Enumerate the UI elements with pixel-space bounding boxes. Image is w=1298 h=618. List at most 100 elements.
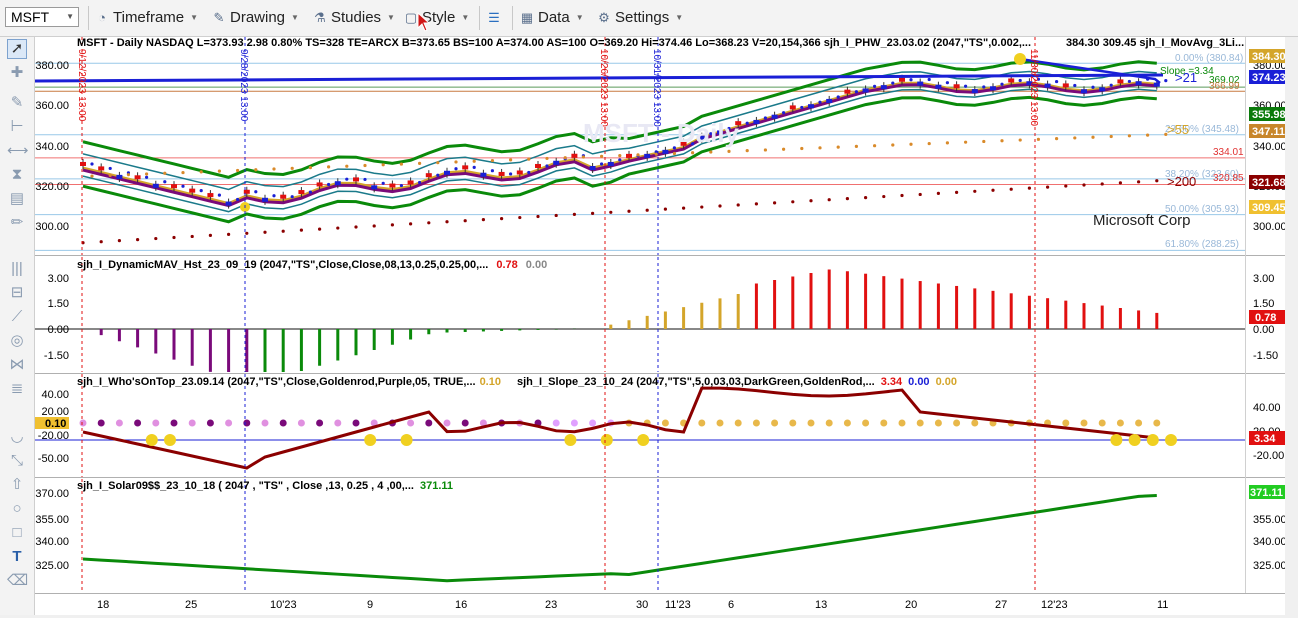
- ellipse-icon[interactable]: ○: [12, 500, 22, 517]
- style-menu[interactable]: ▢ Style ▼: [403, 8, 469, 28]
- trend-line: [35, 73, 1164, 83]
- ma55-dot: [254, 168, 258, 172]
- candle-body: [808, 104, 814, 109]
- chart-watermark: MSFT - Daily: [583, 118, 740, 148]
- ma55-dot: [163, 171, 167, 175]
- arrows-icon[interactable]: ⟷: [7, 142, 29, 159]
- ma200-dot: [518, 215, 522, 220]
- ma200-dot: [245, 231, 249, 235]
- hist-right-axis: 3.00 1.50 0.00 -1.50: [1253, 273, 1278, 362]
- ma55-dot: [927, 141, 931, 146]
- who-dot: [916, 419, 924, 427]
- svg-text:0.00: 0.00: [48, 324, 69, 336]
- crosshair-icon[interactable]: ✚: [10, 64, 24, 81]
- candle-body: [1135, 81, 1142, 86]
- ma21-dot: [509, 172, 513, 176]
- price-pane[interactable]: [35, 53, 1245, 251]
- bars-icon[interactable]: |||: [11, 260, 23, 277]
- who-dot: [279, 419, 287, 427]
- who-dot: [771, 419, 779, 427]
- candle-body: [535, 163, 541, 169]
- slope-value-label: Slope =3.34: [1160, 66, 1214, 77]
- candle-body: [917, 81, 924, 86]
- who-dot: [953, 419, 961, 427]
- ma55-dot: [763, 148, 768, 152]
- ma21-dot: [272, 194, 276, 198]
- studies-menu[interactable]: ⚗ Studies ▼: [312, 8, 395, 28]
- pen-icon[interactable]: ✏: [10, 214, 24, 231]
- chart-svg[interactable]: 9/12/2023 13:00 9/28/2023 13:00 10/26/2023…: [35, 37, 1287, 615]
- tag-347: 347.11: [1252, 126, 1285, 138]
- text-tool-icon[interactable]: T: [12, 548, 22, 565]
- chart-area[interactable]: 9/12/2023 13:00 9/28/2023 13:00 10/26/2023…: [35, 37, 1287, 615]
- ma21-dot: [891, 81, 895, 85]
- wrench-icon[interactable]: ✎: [10, 94, 24, 111]
- ma21-dot: [782, 111, 786, 115]
- ma55-dot: [1109, 134, 1113, 139]
- rectangle-icon[interactable]: □: [12, 524, 22, 541]
- right-scroll-gutter[interactable]: [1285, 37, 1298, 615]
- data-menu[interactable]: ▦ Data ▼: [519, 8, 584, 28]
- ma21-dot: [217, 193, 221, 197]
- histogram-pane[interactable]: [35, 269, 1245, 385]
- ma55-dot: [181, 170, 185, 175]
- symbol-selector[interactable]: MSFT ▼: [5, 7, 79, 27]
- candle-body: [371, 185, 378, 190]
- ma55-dot: [1036, 137, 1040, 141]
- eraser-icon[interactable]: ⌫: [7, 572, 29, 589]
- ma21-dot: [490, 169, 494, 173]
- ma200-dot: [263, 230, 267, 234]
- whos-on-top-pane[interactable]: [35, 386, 1245, 470]
- ma55-dot: [691, 151, 695, 155]
- signal-circle: [1146, 434, 1159, 446]
- ma55-dot: [1127, 134, 1131, 138]
- ma200-dot: [1137, 180, 1141, 184]
- ma55-dot: [964, 140, 968, 144]
- line-tool-icon[interactable]: ▤: [9, 190, 25, 207]
- date-marker-label: 9/28/2023 13:00: [238, 49, 249, 122]
- hand-icon[interactable]: ⊢: [10, 118, 24, 135]
- trend-icon[interactable]: ⟋: [11, 308, 23, 325]
- ma55-dot: [891, 143, 895, 147]
- channel-icon[interactable]: ⊟: [10, 284, 24, 301]
- candle-body: [971, 89, 978, 94]
- signal-circle: [564, 434, 577, 446]
- svg-text:3.00: 3.00: [1253, 273, 1274, 285]
- who-dot: [1116, 419, 1124, 427]
- candle-body: [990, 86, 996, 91]
- ma200-dot: [136, 238, 140, 242]
- date-marker-label: 10/26/2023 13:00: [598, 49, 609, 127]
- ma200-dot: [645, 208, 649, 212]
- arrow-up-icon[interactable]: ⇧: [10, 476, 24, 493]
- timeframe-menu[interactable]: ◔ Timeframe ▼: [94, 8, 198, 28]
- arc-icon[interactable]: ◡: [10, 428, 24, 445]
- level-label-334: 334.01: [1213, 147, 1244, 158]
- price-tick: 360.00: [35, 100, 69, 112]
- fib-grid-icon[interactable]: ⋈: [9, 356, 25, 373]
- ma55-dot: [126, 173, 130, 177]
- who-left-tag-bg: [35, 417, 69, 429]
- ma200-dot: [445, 220, 449, 224]
- solar-pane[interactable]: [82, 493, 1157, 583]
- drawing-menu[interactable]: ✎ Drawing ▼: [211, 8, 299, 28]
- ma200-dot: [955, 190, 959, 194]
- ma21-dot: [745, 121, 749, 125]
- signal-circle: [1110, 434, 1123, 446]
- who-header: sjh_I_Who'sOnTop_23.09.14 (2047,"TS",Clo…: [77, 376, 501, 388]
- settings-menu[interactable]: ⚙ Settings ▼: [596, 8, 683, 28]
- ma21-dot: [600, 162, 604, 166]
- zoom-icon[interactable]: ⧗: [11, 166, 23, 183]
- layout-button[interactable]: ☰: [486, 8, 505, 28]
- ma200-dot: [973, 189, 977, 193]
- who-dot: [589, 419, 597, 427]
- ma200-dot: [500, 217, 504, 221]
- target-icon[interactable]: ◎: [10, 332, 24, 349]
- pitchfork-icon[interactable]: ≣: [10, 380, 24, 397]
- select-arrow-icon[interactable]: ➚: [7, 39, 27, 59]
- price-tick: 300.00: [1253, 221, 1285, 233]
- expand-icon[interactable]: ⤡: [10, 452, 23, 469]
- tag-374: 374.23: [1252, 72, 1285, 84]
- ma21-dot: [800, 105, 804, 110]
- time-tick: 16: [455, 599, 467, 611]
- ma55-dot: [454, 160, 458, 164]
